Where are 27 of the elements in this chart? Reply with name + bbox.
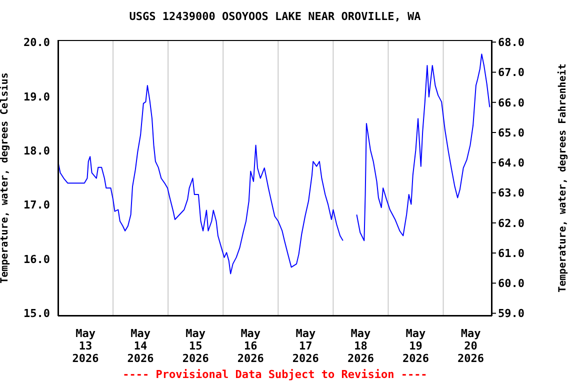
y-tick-label: 17.0 [24,198,50,212]
y2-tick-label: 68.0 [498,36,524,50]
y2-tick-label: 62.0 [498,216,524,230]
y2-tick-label: 60.0 [498,277,524,290]
y2-tick-label: 61.0 [498,246,524,260]
chart-title: USGS 12439000 OSOYOOS LAKE NEAR OROVILLE, WA [128,10,422,23]
y2-tick-label: 66.0 [498,96,524,110]
y2-tick-label: 63.0 [498,186,524,200]
text: ---- Provisional Data Subject to Revision ---- [122,368,428,381]
y2-tick-label: 65.0 [498,126,524,140]
y-tick-label: 15.0 [24,307,50,320]
x-tick-label: May 17 2026 [292,327,320,365]
x-tick-label: May 18 2026 [347,327,374,365]
x-tick-label: May 13 2026 [72,327,100,365]
x-tick-label: May 16 2026 [237,327,264,365]
y2-tick-label: 67.0 [498,66,524,80]
y-tick-label: 18.0 [24,144,50,158]
x-tick-label: May 14 2026 [127,327,154,365]
y2-axis-title: Temperature, water, degrees Fahrenheit [556,64,569,292]
y-tick-label: 19.0 [24,90,50,104]
x-tick-label: May 20 2026 [458,327,484,365]
y-tick-label: 20.0 [24,36,50,50]
x-tick-label: May 15 2026 [182,327,210,365]
x-tick-label: May 19 2026 [402,327,430,365]
y2-tick-label: 64.0 [498,156,524,170]
y2-tick-label: 59.0 [498,307,524,320]
y-tick-label: 16.0 [24,252,50,266]
